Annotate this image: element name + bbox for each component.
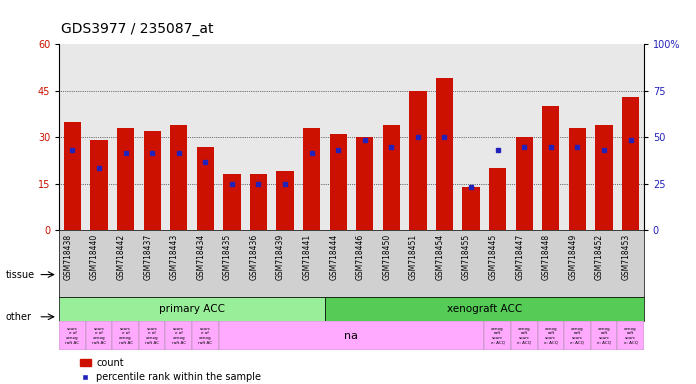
Bar [383,125,400,230]
Bar [59,297,325,321]
Text: xenog
raft
sourc
e: ACQ: xenog raft sourc e: ACQ [570,327,585,344]
Legend: count, percentile rank within the sample: count, percentile rank within the sample [76,354,265,384]
Bar [303,128,320,230]
Bar [325,297,644,321]
Text: tissue: tissue [6,270,35,280]
Bar [64,122,81,230]
Bar [537,321,564,350]
Bar [489,168,506,230]
Bar [569,128,586,230]
Text: GSM718446: GSM718446 [356,233,365,280]
Text: xenog
raft
sourc
e: ACQ: xenog raft sourc e: ACQ [491,327,505,344]
Bar [170,125,187,230]
Text: GSM718450: GSM718450 [382,233,391,280]
Text: GSM718438: GSM718438 [63,233,72,280]
Bar [143,131,161,230]
Text: GSM718440: GSM718440 [90,233,99,280]
Text: xenog
raft
sourc
e: ACQ: xenog raft sourc e: ACQ [624,327,638,344]
Bar [436,78,453,230]
Text: xenograft ACC: xenograft ACC [447,304,522,314]
Bar [90,140,108,230]
Bar [250,174,267,230]
Bar [330,134,347,230]
Text: GSM718453: GSM718453 [622,233,631,280]
Text: GSM718442: GSM718442 [117,233,125,280]
Bar [484,321,511,350]
Text: primary ACC: primary ACC [159,304,225,314]
Bar [511,321,537,350]
Text: GSM718436: GSM718436 [249,233,258,280]
Text: sourc
e of
xenog
raft AC: sourc e of xenog raft AC [172,327,186,344]
Bar [617,321,644,350]
Text: sourc
e of
xenog
raft AC: sourc e of xenog raft AC [92,327,106,344]
Text: sourc
e of
xenog
raft AC: sourc e of xenog raft AC [145,327,159,344]
Text: GSM718454: GSM718454 [436,233,445,280]
Text: sourc
e of
xenog
raft AC: sourc e of xenog raft AC [118,327,133,344]
Text: xenog
raft
sourc
e: ACQ: xenog raft sourc e: ACQ [597,327,611,344]
Text: GSM718448: GSM718448 [541,233,551,280]
Text: sourc
e of
xenog
raft AC: sourc e of xenog raft AC [198,327,212,344]
Text: GSM718447: GSM718447 [515,233,524,280]
Bar [356,137,374,230]
Bar [591,321,617,350]
Bar [192,321,219,350]
Text: GSM718445: GSM718445 [489,233,498,280]
Bar [516,137,533,230]
Text: GSM718443: GSM718443 [170,233,179,280]
Bar [166,321,192,350]
Bar [622,97,639,230]
Bar [595,125,612,230]
Text: GSM718434: GSM718434 [196,233,205,280]
Text: na: na [345,331,358,341]
Bar [542,106,560,230]
Bar [117,128,134,230]
Bar [462,187,480,230]
Bar [112,321,139,350]
Bar [86,321,112,350]
Text: GDS3977 / 235087_at: GDS3977 / 235087_at [61,23,213,36]
Bar [219,321,484,350]
Text: xenog
raft
sourc
e: ACQ: xenog raft sourc e: ACQ [544,327,557,344]
Text: GSM718452: GSM718452 [595,233,604,280]
Bar [139,321,166,350]
Text: GSM718435: GSM718435 [223,233,232,280]
Text: GSM718437: GSM718437 [143,233,152,280]
Text: xenog
raft
sourc
e: ACQ: xenog raft sourc e: ACQ [517,327,531,344]
Text: GSM718444: GSM718444 [329,233,338,280]
Bar [197,147,214,230]
Text: GSM718449: GSM718449 [569,233,578,280]
Text: GSM718441: GSM718441 [303,233,312,280]
Bar [223,174,241,230]
Bar [276,171,294,230]
Text: other: other [6,312,31,322]
Bar [409,91,427,230]
Text: sourc
e of
xenog
raft AC: sourc e of xenog raft AC [65,327,79,344]
Text: GSM718451: GSM718451 [409,233,418,280]
Text: GSM718439: GSM718439 [276,233,285,280]
Bar [59,321,86,350]
Text: GSM718455: GSM718455 [462,233,471,280]
Bar [564,321,591,350]
